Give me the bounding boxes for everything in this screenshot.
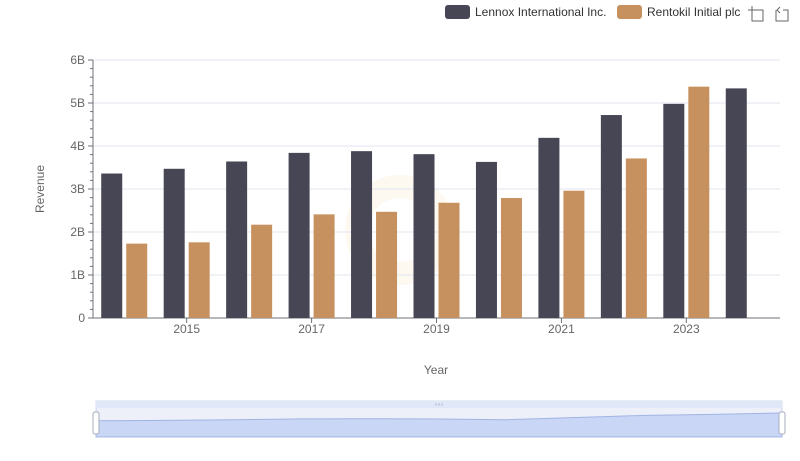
bar-lennox-2015[interactable]: [163, 168, 185, 318]
bar-rentokil-2016[interactable]: [251, 224, 273, 318]
legend-label-lennox[interactable]: Lennox International Inc.: [475, 5, 606, 19]
bar-lennox-2014[interactable]: [101, 173, 123, 318]
legend-label-rentokil[interactable]: Rentokil Initial plc: [647, 5, 740, 19]
x-axis-title: Year: [424, 363, 448, 377]
legend[interactable]: Lennox International Inc. Rentokil Initi…: [445, 5, 740, 19]
bar-lennox-2022[interactable]: [600, 115, 622, 318]
y-tick-label: 3B: [70, 182, 85, 196]
legend-swatch-lennox[interactable]: [445, 5, 470, 19]
bar-rentokil-2023[interactable]: [688, 86, 710, 318]
x-tick-label: 2015: [173, 322, 200, 336]
bar-lennox-2017[interactable]: [288, 152, 310, 318]
y-tick-label: 4B: [70, 139, 85, 153]
restore-icon[interactable]: [775, 6, 789, 22]
bar-rentokil-2021[interactable]: [563, 190, 585, 318]
x-tick-label: 2019: [423, 322, 450, 336]
y-tick-label: 6B: [70, 53, 85, 67]
y-axis-labels: 0 1B 2B 3B 4B 5B 6B: [70, 53, 85, 325]
data-zoom-slider[interactable]: [92, 400, 786, 438]
bar-lennox-2023[interactable]: [663, 103, 685, 318]
data-zoom-handle-right[interactable]: [778, 411, 786, 435]
zoom-icon[interactable]: [748, 6, 764, 22]
y-tick-label: 2B: [70, 225, 85, 239]
bar-lennox-2018[interactable]: [351, 151, 373, 318]
y-axis-title: Revenue: [33, 165, 47, 213]
y-tick-label: 5B: [70, 96, 85, 110]
x-tick-label: 2021: [548, 322, 575, 336]
x-tick-label: 2023: [673, 322, 700, 336]
y-tick-label: 0: [78, 311, 85, 325]
bar-rentokil-2015[interactable]: [188, 242, 210, 318]
bar-rentokil-2022[interactable]: [625, 158, 647, 318]
x-axis-labels: 2015 2017 2019 2021 2023: [173, 318, 700, 336]
bar-rentokil-2020[interactable]: [500, 198, 522, 318]
bar-lennox-2021[interactable]: [538, 137, 560, 318]
bar-lennox-2020[interactable]: [475, 161, 497, 318]
bar-rentokil-2017[interactable]: [313, 214, 335, 318]
bar-rentokil-2018[interactable]: [376, 211, 398, 318]
y-tick-label: 1B: [70, 268, 85, 282]
legend-swatch-rentokil[interactable]: [617, 5, 642, 19]
bars: [101, 86, 747, 318]
bar-lennox-2016[interactable]: [226, 161, 248, 318]
data-zoom-move-handle-icon[interactable]: [435, 403, 443, 406]
bar-lennox-2024[interactable]: [725, 88, 747, 318]
x-tick-label: 2017: [298, 322, 325, 336]
data-zoom-handle-left[interactable]: [92, 411, 100, 435]
data-zoom-selection: [96, 408, 782, 437]
bar-rentokil-2014[interactable]: [126, 243, 148, 318]
bar-rentokil-2019[interactable]: [438, 202, 460, 318]
bar-lennox-2019[interactable]: [413, 154, 435, 318]
